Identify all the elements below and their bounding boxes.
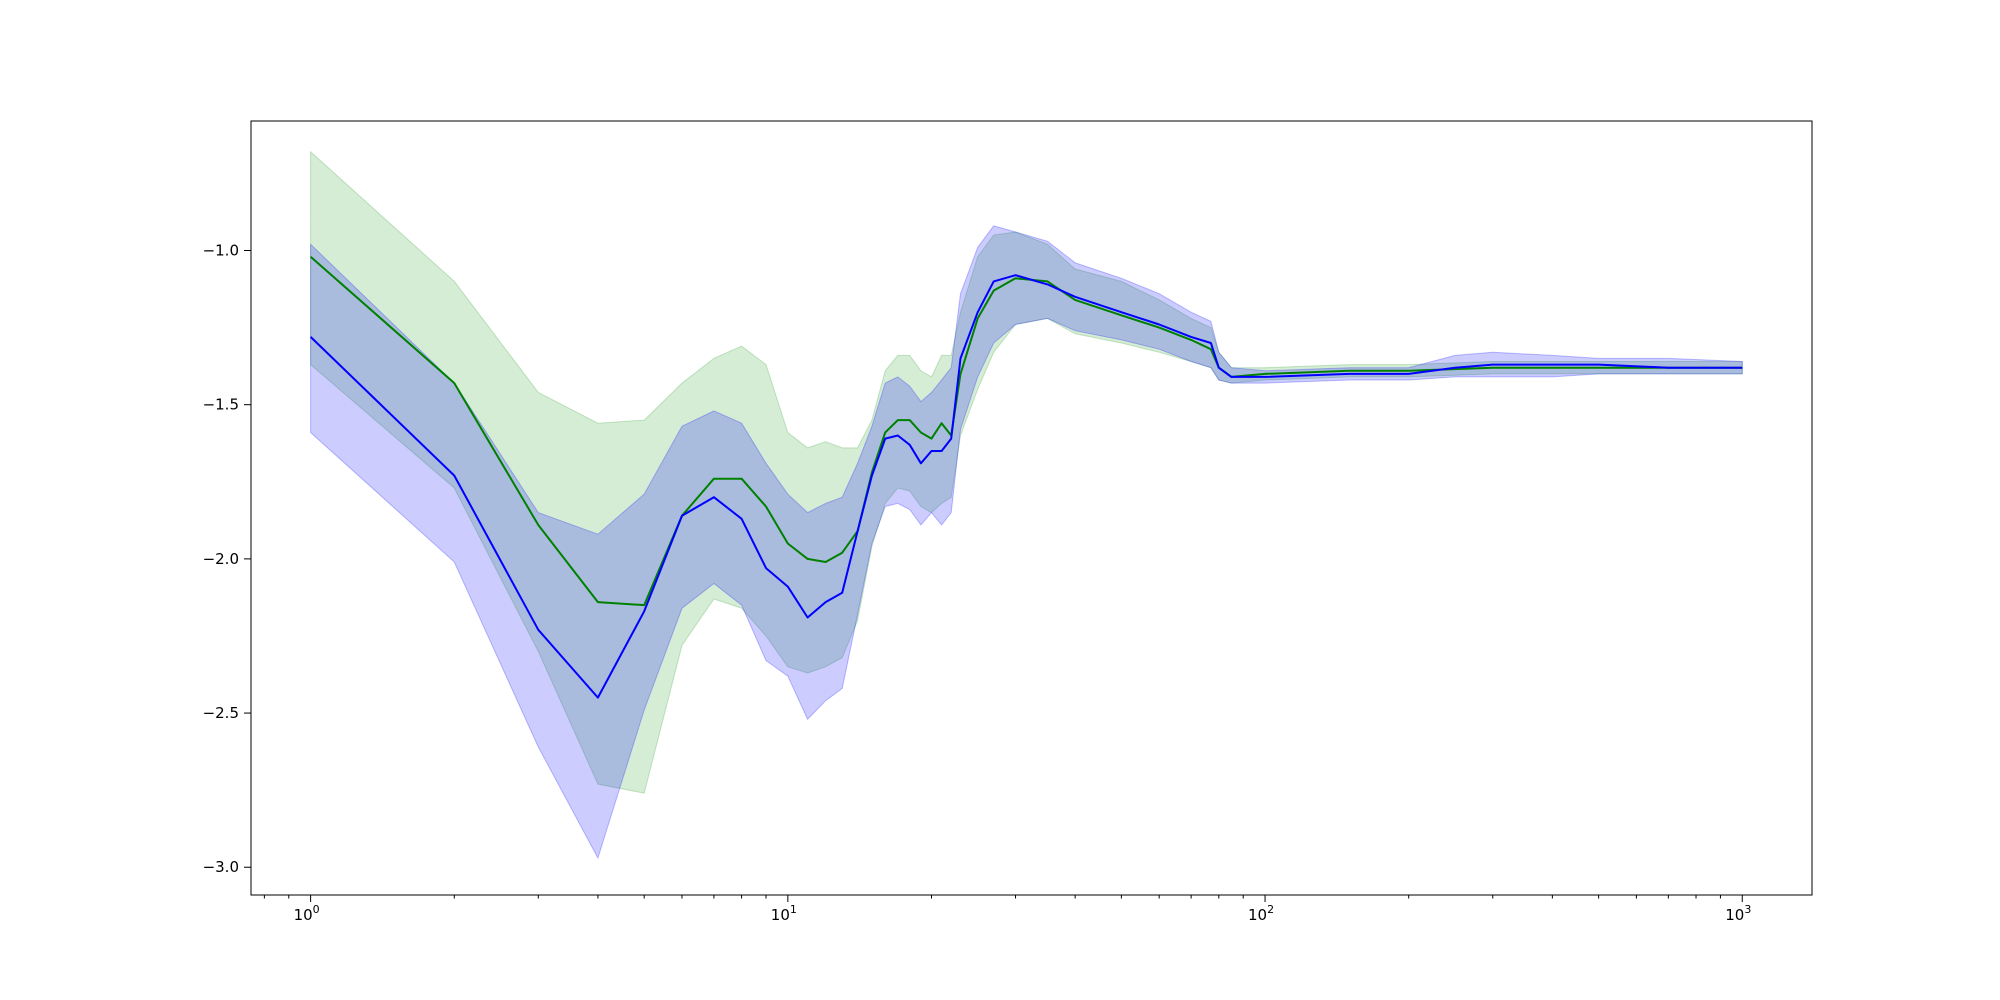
y-tick-label: −2.0	[203, 550, 239, 568]
x-tick-label: 103	[1725, 903, 1751, 924]
x-tick-label: 101	[771, 903, 797, 924]
y-tick-label: −1.5	[203, 396, 239, 414]
blue-band	[310, 225, 1743, 860]
y-tick-label: −1.0	[203, 242, 239, 260]
blue-series-line	[309, 274, 1743, 699]
x-tick-label: 102	[1248, 903, 1274, 924]
x-axis: 100 101 102 103	[263, 895, 1751, 924]
y-axis: −1.0 −1.5 −2.0 −2.5 −3.0	[203, 242, 251, 876]
green-band	[310, 150, 1743, 794]
plot-frame	[250, 120, 1813, 896]
confidence-bands	[310, 150, 1743, 860]
x-tick-label: 100	[294, 903, 320, 924]
y-tick-label: −3.0	[203, 858, 239, 876]
y-tick-label: −2.5	[203, 704, 239, 722]
series-lines	[309, 255, 1743, 699]
